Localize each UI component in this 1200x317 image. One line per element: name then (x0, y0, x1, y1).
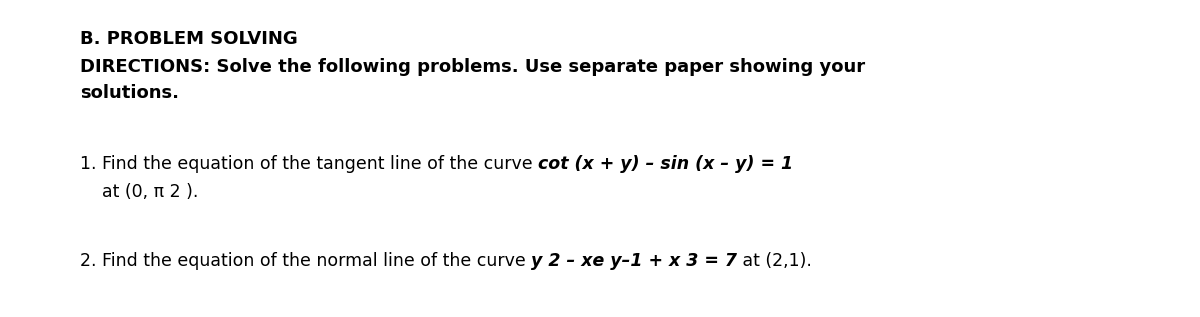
Text: DIRECTIONS: Solve the following problems. Use separate paper showing your: DIRECTIONS: Solve the following problems… (80, 58, 865, 76)
Text: y 2 – xe y–1 + x 3 = 7: y 2 – xe y–1 + x 3 = 7 (532, 252, 737, 270)
Text: 1. Find the equation of the tangent line of the curve: 1. Find the equation of the tangent line… (80, 155, 538, 173)
Text: solutions.: solutions. (80, 84, 179, 102)
Text: cot (x + y) – sin (x – y) = 1: cot (x + y) – sin (x – y) = 1 (538, 155, 793, 173)
Text: B. PROBLEM SOLVING: B. PROBLEM SOLVING (80, 30, 298, 48)
Text: 2. Find the equation of the normal line of the curve: 2. Find the equation of the normal line … (80, 252, 532, 270)
Text: at (2,1).: at (2,1). (737, 252, 812, 270)
Text: at (0, π 2 ).: at (0, π 2 ). (102, 183, 198, 201)
